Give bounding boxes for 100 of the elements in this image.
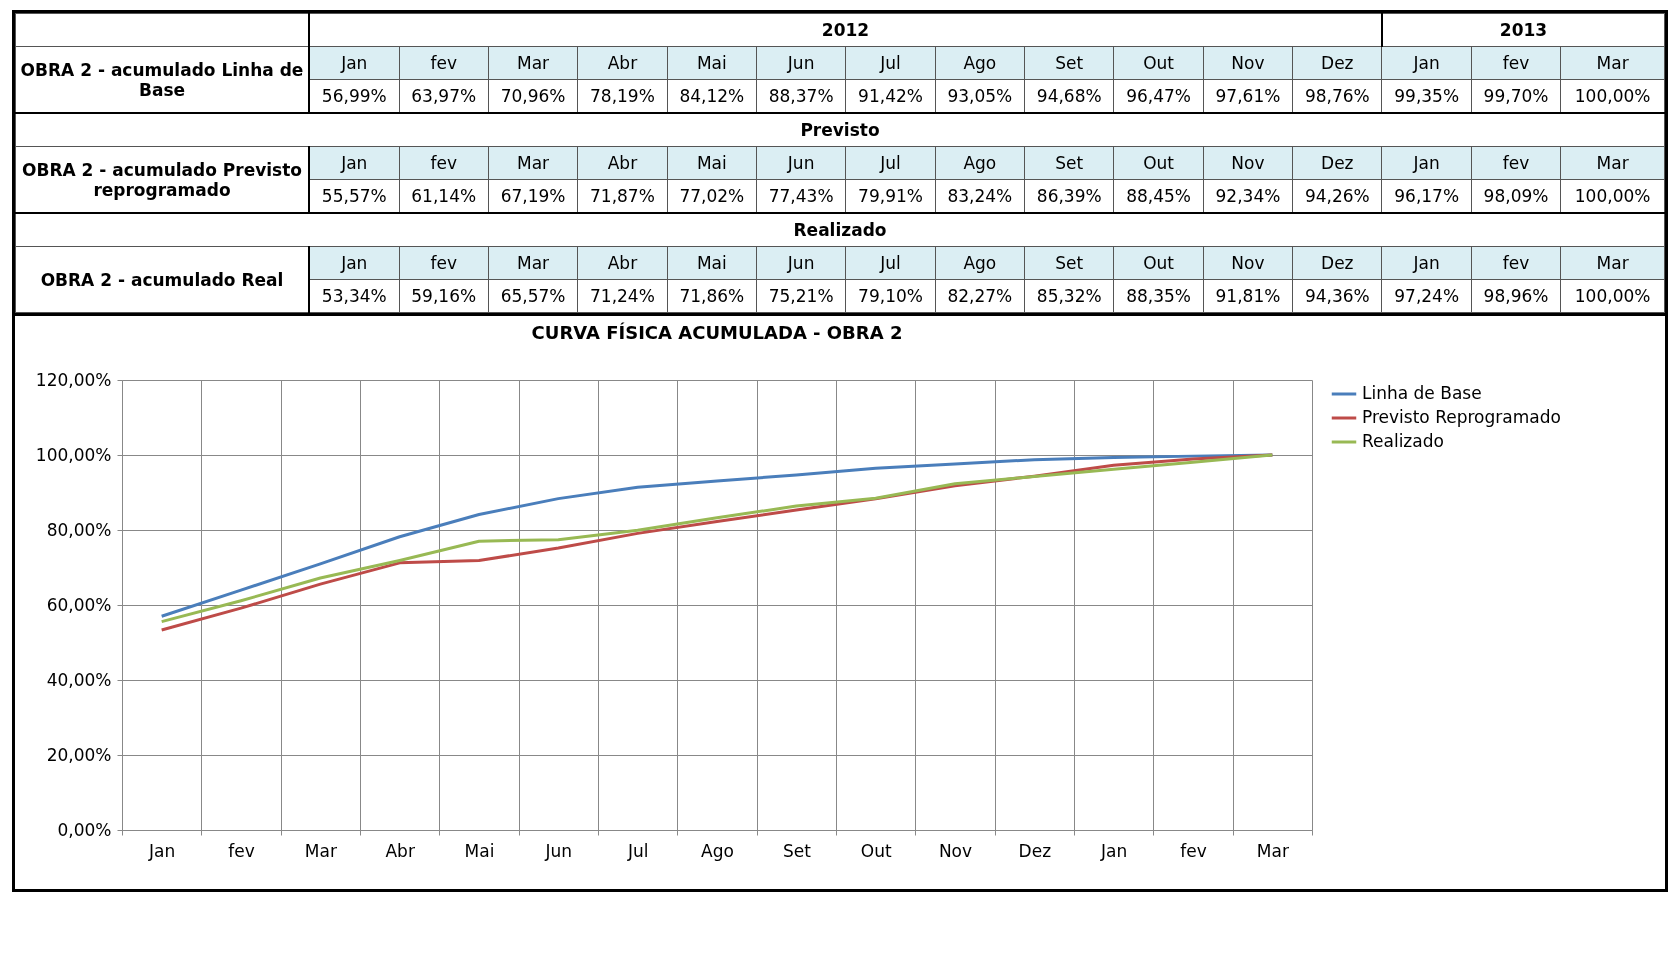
category-label: Mar — [1596, 153, 1629, 173]
category-label: Jul — [845, 46, 936, 80]
x-tick-label: Mar — [1256, 840, 1289, 861]
x-tick-label: Jul — [626, 840, 649, 861]
category-label: Jun — [756, 46, 846, 80]
data-label: 88,45% — [1113, 179, 1204, 213]
text: Realizado — [15, 213, 1665, 247]
data-label: 70,96% — [488, 79, 578, 113]
data-label: 97,61% — [1203, 79, 1293, 113]
category-label: Set — [1024, 46, 1114, 80]
category-label: Jan — [1413, 153, 1440, 173]
category-label: Jan — [341, 253, 368, 273]
category-label: Jan — [309, 46, 400, 80]
x-tick-label: Nov — [938, 840, 973, 861]
category-label: Out — [1143, 253, 1174, 273]
data-label: 100,00% — [1560, 79, 1665, 113]
data-label: 71,87% — [577, 179, 668, 213]
data-label: 82,27% — [935, 279, 1025, 313]
category-label: Jan — [341, 153, 368, 173]
x-tick-label: Mar — [304, 840, 337, 861]
legend-label: Realizado — [1362, 431, 1444, 451]
data-label: 98,76% — [1292, 79, 1382, 113]
category-label: Mai — [667, 46, 757, 80]
data-label: 85,32% — [1024, 279, 1114, 313]
y-tick-label: 40,00% — [46, 669, 112, 690]
category-label: fev — [430, 153, 457, 173]
category-label: Dez — [1321, 153, 1354, 173]
legend-label: Linha de Base — [1362, 383, 1482, 403]
data-label: 100,00% — [1560, 279, 1665, 313]
data-label: 97,24% — [1381, 279, 1472, 313]
x-tick-label: Jan — [1100, 840, 1128, 861]
category-label: Mar — [1596, 253, 1629, 273]
category-label: Ago — [963, 153, 997, 173]
category-label: Set — [1055, 253, 1084, 273]
category-label: Abr — [607, 253, 638, 273]
x-tick-label: Jan — [148, 840, 176, 861]
category-label: fev — [1502, 153, 1530, 173]
data-label: 91,42% — [845, 79, 936, 113]
x-tick-label: fev — [228, 840, 255, 861]
data-label: 100,00% — [1560, 179, 1665, 213]
data-label: 94,68% — [1024, 79, 1114, 113]
text: 2013 — [1381, 13, 1665, 47]
category-label: Mar — [517, 253, 550, 273]
data-label: 88,35% — [1113, 279, 1204, 313]
data-label: 96,47% — [1113, 79, 1204, 113]
data-label: 77,02% — [667, 179, 757, 213]
data-label: 71,86% — [667, 279, 757, 313]
category-label: fev — [399, 46, 489, 80]
category-label: Jul — [880, 153, 901, 173]
x-tick-label: Mai — [464, 840, 495, 861]
category-label: Abr — [607, 153, 638, 173]
data-label: 86,39% — [1024, 179, 1114, 213]
data-label: 93,05% — [935, 79, 1025, 113]
category-label: Mar — [1560, 46, 1665, 80]
x-tick-label: Jun — [544, 840, 573, 861]
text: OBRA 2 - acumulado Linha de Base — [15, 46, 309, 113]
data-label: 99,70% — [1471, 79, 1561, 113]
category-label: Abr — [577, 46, 668, 80]
category-label: Ago — [935, 46, 1025, 80]
y-tick-label: 80,00% — [46, 519, 112, 540]
data-label: 98,09% — [1471, 179, 1561, 213]
data-label: 94,26% — [1292, 179, 1382, 213]
legend-label: Previsto Reprogramado — [1362, 407, 1561, 427]
data-label: 79,10% — [845, 279, 936, 313]
data-label: 79,91% — [845, 179, 936, 213]
text: OBRA 2 - acumulado Real — [15, 246, 309, 313]
category-label: Out — [1143, 153, 1174, 173]
data-label: 94,36% — [1292, 279, 1382, 313]
category-label: Jan — [1413, 253, 1440, 273]
y-tick-label: 20,00% — [46, 744, 112, 765]
y-tick-label: 120,00% — [35, 369, 112, 390]
category-label: Jun — [787, 153, 815, 173]
data-label: 98,96% — [1471, 279, 1561, 313]
data-label: 88,37% — [756, 79, 846, 113]
data-label: 67,19% — [488, 179, 578, 213]
data-label: 61,14% — [399, 179, 489, 213]
category-label: Nov — [1203, 46, 1293, 80]
text: OBRA 2 - acumulado Previsto reprogramado — [15, 146, 309, 213]
category-label: Nov — [1231, 153, 1265, 173]
data-label: 99,35% — [1381, 79, 1472, 113]
category-label: Out — [1113, 46, 1204, 80]
category-label: Ago — [963, 253, 997, 273]
category-label: fev — [430, 253, 457, 273]
data-label: 56,99% — [309, 79, 400, 113]
x-tick-label: fev — [1180, 840, 1207, 861]
data-label: 71,24% — [577, 279, 668, 313]
category-label: Set — [1055, 153, 1084, 173]
category-label: Mai — [696, 253, 727, 273]
data-label: 92,34% — [1203, 179, 1293, 213]
text: 2012 — [309, 13, 1382, 47]
x-tick-label: Dez — [1018, 840, 1052, 861]
data-label: 84,12% — [667, 79, 757, 113]
category-label: Mar — [488, 46, 578, 80]
data-label: 83,24% — [935, 179, 1025, 213]
y-tick-label: 0,00% — [57, 819, 112, 840]
y-tick-label: 60,00% — [46, 594, 112, 615]
y-tick-label: 100,00% — [35, 444, 112, 465]
data-label: 65,57% — [488, 279, 578, 313]
data-label: 77,43% — [756, 179, 846, 213]
data-label: 96,17% — [1381, 179, 1472, 213]
